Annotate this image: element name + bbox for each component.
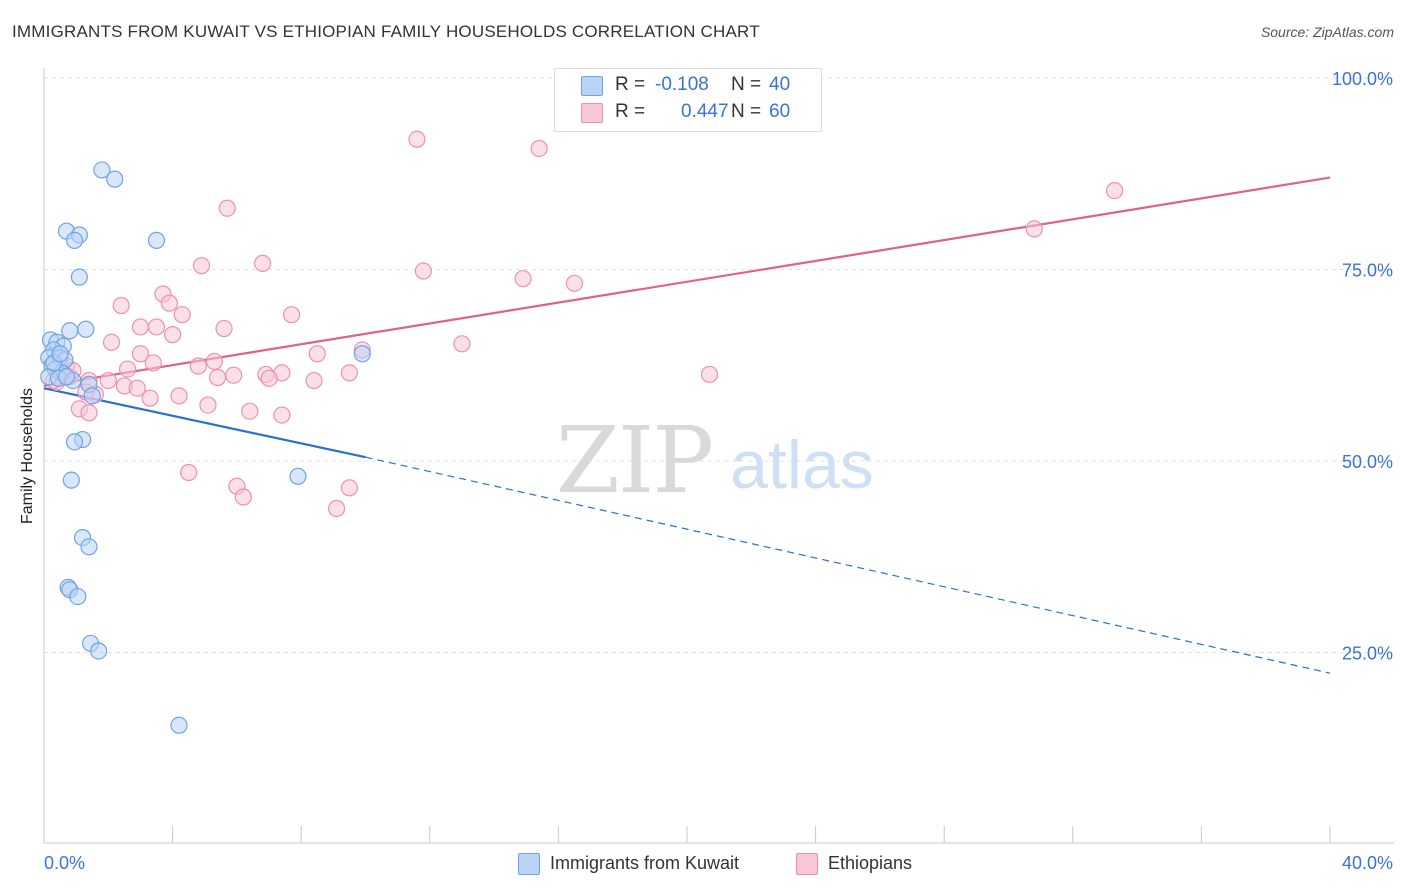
point-kuwait [353, 345, 371, 363]
point-ethiopians [147, 318, 166, 336]
x-tick-label: 0.0% [44, 853, 85, 873]
y-tick-label: 75.0% [1342, 261, 1393, 281]
point-ethiopians [99, 371, 117, 390]
point-ethiopians [209, 368, 227, 387]
point-kuwait [83, 387, 101, 405]
correlation-legend: R = -0.108 N = 40 R = 0.447 N = 60 [554, 68, 822, 132]
point-ethiopians [234, 488, 252, 506]
point-kuwait [77, 320, 95, 338]
point-ethiopians [131, 318, 150, 336]
watermark-zip: ZIP [556, 407, 712, 514]
bottom-legend-swatch-kuwait [518, 853, 540, 875]
point-ethiopians [308, 345, 326, 363]
point-ethiopians [141, 389, 159, 407]
chart-title: IMMIGRANTS FROM KUWAIT VS ETHIOPIAN FAMI… [12, 22, 760, 41]
watermark-atlas: atlas [730, 427, 874, 503]
point-ethiopians [1105, 182, 1124, 200]
point-ethiopians [414, 262, 432, 280]
point-ethiopians [453, 335, 471, 353]
source-credit: Source: ZipAtlas.com [1260, 24, 1394, 40]
point-ethiopians [305, 371, 323, 390]
point-kuwait [65, 231, 84, 249]
point-kuwait [80, 538, 98, 556]
legend-swatch-kuwait [581, 76, 603, 96]
point-ethiopians [327, 499, 346, 518]
point-kuwait [147, 231, 166, 249]
point-kuwait [61, 322, 79, 340]
legend-r-label: R = [615, 101, 646, 122]
point-ethiopians [700, 365, 719, 384]
legend-n-value: 40 [769, 74, 791, 95]
point-ethiopians [514, 270, 532, 288]
watermark: ZIP atlas [556, 407, 874, 514]
trendline-ethiopians [43, 176, 1331, 388]
bottom-legend-label-kuwait: Immigrants from Kuwait [550, 853, 740, 873]
point-ethiopians [80, 404, 98, 422]
point-ethiopians [118, 360, 137, 378]
point-kuwait [57, 368, 76, 386]
point-ethiopians [254, 254, 272, 272]
point-ethiopians [199, 396, 217, 414]
point-kuwait [70, 268, 88, 286]
point-ethiopians [408, 130, 426, 148]
point-ethiopians [160, 294, 178, 312]
point-ethiopians [218, 199, 236, 217]
legend-r-value: 0.447 [681, 101, 729, 122]
point-ethiopians [1025, 220, 1043, 238]
tick-labels: 100.0% 75.0% 50.0% 25.0% 0.0% 40.0% [44, 69, 1393, 873]
legend-swatch-ethiopians [581, 103, 603, 123]
point-ethiopians [205, 352, 223, 371]
point-kuwait [51, 345, 69, 363]
point-ethiopians [189, 357, 207, 375]
point-ethiopians [225, 366, 243, 384]
point-ethiopians [340, 479, 359, 497]
point-kuwait [65, 433, 84, 451]
legend-r-label: R = [615, 74, 646, 95]
point-ethiopians [340, 364, 359, 382]
point-ethiopians [144, 354, 162, 372]
legend-n-value: 60 [769, 101, 791, 122]
point-ethiopians [241, 402, 259, 420]
point-kuwait [289, 467, 307, 485]
y-tick-label: 25.0% [1342, 644, 1393, 664]
point-ethiopians [170, 387, 188, 405]
point-ethiopians [173, 306, 191, 324]
point-kuwait [93, 161, 111, 179]
trendline-kuwait-dashed [365, 456, 1331, 674]
point-kuwait [62, 471, 80, 489]
x-tick-label: 40.0% [1342, 853, 1393, 873]
point-ethiopians [273, 406, 291, 424]
point-ethiopians [112, 296, 130, 315]
legend-n-label: N = [731, 101, 762, 122]
point-ethiopians [180, 463, 198, 482]
point-ethiopians [192, 257, 211, 275]
point-ethiopians [282, 306, 301, 324]
point-ethiopians [164, 326, 182, 344]
axes [43, 68, 1394, 844]
data-points [40, 130, 1124, 734]
point-ethiopians [131, 345, 150, 363]
gridlines [44, 77, 1394, 653]
legend-r-value: -0.108 [655, 74, 709, 95]
y-tick-label: 100.0% [1332, 69, 1393, 89]
point-ethiopians [565, 274, 584, 292]
point-ethiopians [530, 139, 548, 158]
point-kuwait [106, 170, 124, 188]
point-ethiopians [260, 369, 278, 387]
point-ethiopians [215, 319, 233, 338]
point-kuwait [90, 642, 108, 660]
bottom-legend-label-ethiopians: Ethiopians [828, 853, 913, 873]
bottom-legend-swatch-ethiopians [796, 853, 818, 875]
point-kuwait [170, 716, 188, 734]
legend-n-label: N = [731, 74, 762, 95]
point-ethiopians [102, 333, 121, 351]
point-ethiopians [128, 379, 146, 397]
y-tick-label: 50.0% [1342, 452, 1393, 472]
point-kuwait [69, 587, 87, 606]
